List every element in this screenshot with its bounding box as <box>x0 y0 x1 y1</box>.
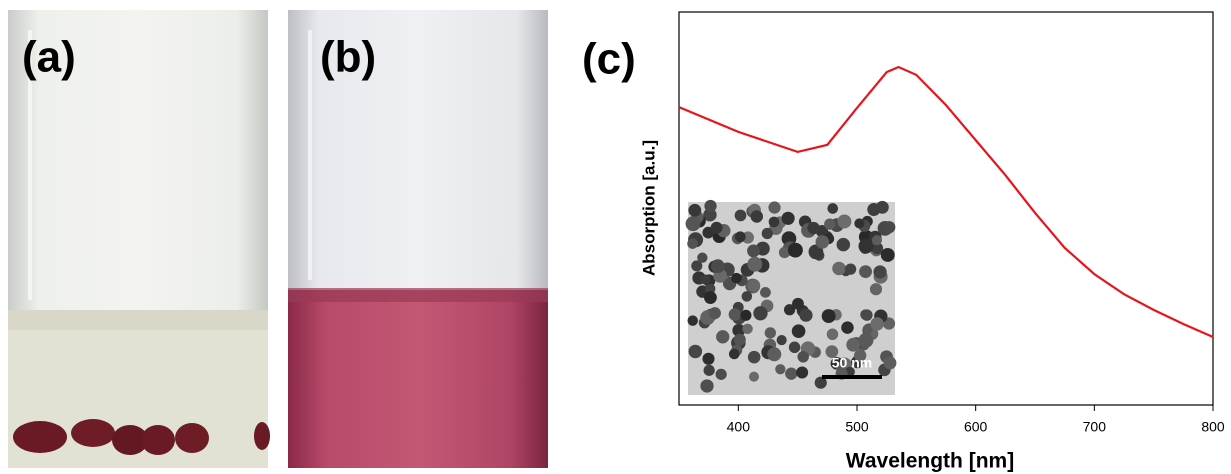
particle <box>740 310 751 321</box>
particle <box>765 327 776 338</box>
particle <box>799 309 812 322</box>
particle <box>846 338 860 352</box>
particle <box>807 222 819 234</box>
particle <box>832 262 846 276</box>
particle <box>731 273 742 284</box>
particle <box>872 235 882 245</box>
particle <box>747 244 760 257</box>
particle <box>742 291 753 302</box>
particle <box>792 324 806 338</box>
particle <box>735 231 746 242</box>
particle <box>686 216 701 231</box>
particle <box>870 283 882 295</box>
particle <box>716 330 729 343</box>
particle <box>689 345 703 359</box>
particle <box>827 203 838 214</box>
particle <box>827 329 839 341</box>
particle <box>854 218 864 228</box>
particle <box>792 298 804 310</box>
x-tick-label: 600 <box>964 419 988 435</box>
particle <box>704 365 715 376</box>
particle <box>881 248 895 262</box>
particle <box>747 279 760 292</box>
particle <box>709 307 721 319</box>
particle <box>760 287 771 298</box>
particle <box>749 372 759 382</box>
particle <box>735 210 747 222</box>
particle <box>702 353 714 365</box>
particle <box>822 309 836 323</box>
particle <box>782 212 795 225</box>
panel-label: (a) <box>22 33 76 82</box>
particle <box>883 221 895 233</box>
particle <box>748 351 761 364</box>
panel-label: (c) <box>582 35 636 84</box>
particle <box>824 218 835 229</box>
particle <box>860 309 871 320</box>
x-tick-label: 800 <box>1201 419 1225 435</box>
particle <box>687 238 698 249</box>
particle <box>711 222 723 234</box>
particle <box>688 204 701 217</box>
particle <box>729 349 740 360</box>
x-tick-label: 400 <box>727 419 751 435</box>
particle <box>777 335 787 345</box>
x-axis-label: Wavelength [nm] <box>846 450 1014 473</box>
particle <box>845 263 856 274</box>
particle <box>716 369 727 380</box>
particle <box>797 351 808 362</box>
panel-label: (b) <box>320 33 376 82</box>
particle <box>837 214 851 228</box>
particle <box>785 368 797 380</box>
particle <box>769 217 780 228</box>
particle <box>859 265 872 278</box>
particle <box>742 324 752 334</box>
particle <box>762 228 773 239</box>
particle <box>734 334 746 346</box>
particle <box>841 321 853 333</box>
x-tick-label: 500 <box>845 419 869 435</box>
figure: (a) (b) (c) Absorption [a.u.] Wavelength… <box>0 0 1231 474</box>
particle <box>884 357 897 370</box>
particle <box>816 235 830 249</box>
particle <box>775 364 785 374</box>
particle <box>700 379 713 392</box>
particle <box>789 342 800 353</box>
particle <box>867 203 880 216</box>
y-axis-label: Absorption [a.u.] <box>639 140 658 276</box>
particle <box>837 238 851 252</box>
particle <box>788 243 803 258</box>
particle <box>768 201 780 213</box>
particle <box>873 265 886 278</box>
particle <box>767 347 781 361</box>
particle <box>688 315 698 325</box>
particle <box>697 253 707 263</box>
particle <box>747 257 762 272</box>
particle <box>704 200 716 212</box>
particle <box>753 306 767 320</box>
scale-label: 50 nm <box>832 355 872 371</box>
particle <box>711 259 725 273</box>
particle <box>859 333 874 348</box>
particle <box>796 367 808 379</box>
particle <box>751 210 763 222</box>
particle <box>870 317 883 330</box>
particle <box>729 308 741 320</box>
particle <box>704 291 717 304</box>
particle <box>700 275 710 285</box>
x-tick-label: 700 <box>1083 419 1107 435</box>
